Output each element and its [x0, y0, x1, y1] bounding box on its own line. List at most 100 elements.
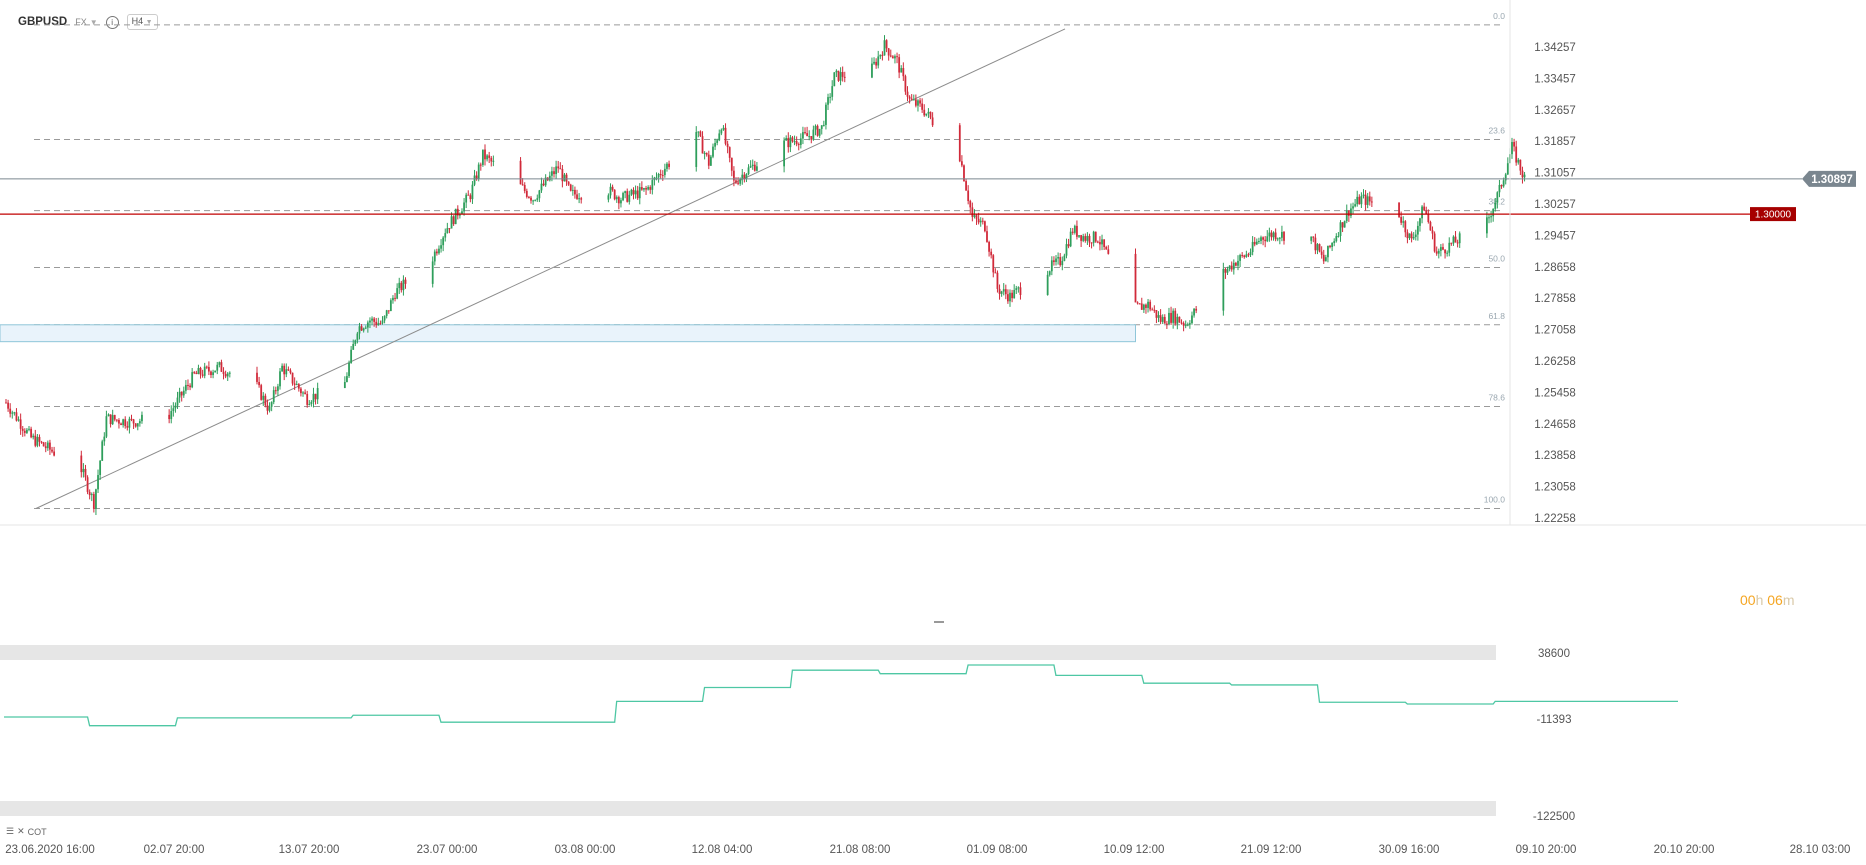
candle [797, 142, 800, 151]
candle-body [46, 442, 49, 449]
candle [207, 361, 210, 376]
candle [1494, 198, 1497, 212]
info-icon[interactable]: i [105, 15, 119, 29]
price-level-line[interactable]: 1.30000 [0, 207, 1796, 222]
candle [80, 450, 83, 478]
candle [1004, 284, 1007, 300]
candle [553, 167, 555, 178]
candle [214, 370, 217, 373]
candle-body [1343, 221, 1346, 228]
candle-body [701, 136, 704, 154]
candle-body [1329, 245, 1331, 248]
timeframe-select[interactable]: H4 ▼ [126, 14, 158, 30]
candle [1414, 229, 1417, 241]
candle [1337, 232, 1340, 238]
candle-body [1452, 236, 1455, 244]
candle-body [1456, 242, 1459, 244]
candle [881, 51, 884, 61]
time-tick-label: 03.08 00:00 [555, 844, 616, 856]
candle-body [1094, 231, 1097, 242]
panel-menu-icon[interactable]: ☰ [6, 826, 15, 836]
candle [615, 195, 618, 203]
close-icon[interactable]: ✕ [17, 826, 25, 836]
candle-body [530, 197, 532, 201]
candle-body [433, 251, 436, 262]
market-label[interactable]: FX [75, 17, 87, 27]
candle-body [927, 111, 930, 114]
candle [1165, 320, 1168, 329]
support-zone[interactable] [0, 324, 1136, 343]
candle [1450, 242, 1453, 246]
candle [841, 66, 844, 82]
cot-line[interactable] [4, 664, 1678, 727]
candle-body [649, 187, 652, 190]
candle-body [1433, 233, 1436, 252]
candle-body [99, 460, 102, 476]
candle [373, 317, 376, 327]
candle-body [1354, 204, 1357, 207]
trend-line-segment[interactable] [35, 28, 1066, 509]
candle-body [534, 199, 537, 201]
candle-body [82, 468, 85, 473]
candle-body [1088, 235, 1091, 243]
candle-body [1057, 257, 1060, 259]
candle [634, 185, 637, 199]
candle [218, 361, 221, 368]
time-axis[interactable]: 23.06.2020 16:00 02.07 20:00 13.07 20:00 23… [5, 844, 1850, 856]
candle [42, 441, 45, 447]
candle [362, 327, 365, 333]
candle [88, 489, 91, 500]
candle-body [1180, 322, 1183, 324]
candle [346, 372, 348, 383]
candle-body [1011, 292, 1013, 299]
candle-body [1151, 309, 1154, 311]
price-axis[interactable]: 1.34257 1.33457 1.32657 1.31857 1.31057 1.302… [0, 0, 1866, 526]
candle [703, 151, 706, 160]
candle-body [1427, 213, 1430, 222]
candle [530, 195, 532, 204]
candle-body [1312, 236, 1315, 238]
candle-body [220, 362, 223, 372]
candle [115, 419, 118, 423]
chevron-down-icon[interactable]: ▼ [89, 17, 98, 27]
candle [17, 416, 20, 422]
candle-body [212, 372, 214, 376]
candle [735, 177, 737, 185]
candle-body [914, 99, 917, 106]
candle-body [36, 436, 39, 446]
candle-body [1262, 237, 1264, 240]
candle [224, 370, 227, 379]
candle-body [1360, 195, 1363, 205]
candle [92, 491, 95, 513]
candle [1366, 192, 1369, 209]
support-zone-box[interactable] [0, 324, 1136, 343]
candle [210, 370, 212, 379]
candle [894, 54, 896, 64]
current-price-label: 1.30897 [1811, 174, 1853, 186]
candle [1370, 196, 1373, 207]
candle-body [7, 402, 9, 409]
candle-body [1134, 253, 1137, 303]
candle-body [969, 201, 972, 208]
candle [178, 387, 181, 403]
trend-line[interactable] [35, 28, 1066, 509]
candle-body [1086, 235, 1089, 241]
candle [40, 440, 43, 444]
cot-indicator-panel[interactable]: 38600 -11393 -122500 [0, 645, 1678, 823]
candle [404, 277, 407, 289]
candle-body [986, 231, 988, 242]
chevron-down-icon: ▼ [145, 19, 153, 26]
candle-body [733, 170, 735, 181]
candle [95, 488, 97, 516]
candle [279, 368, 281, 390]
candle [749, 160, 752, 168]
candle-body [19, 419, 22, 429]
candle [132, 418, 135, 430]
candle-body [490, 157, 493, 162]
candle-body [1496, 192, 1499, 203]
candle [1339, 220, 1342, 242]
candle [205, 365, 208, 370]
candle-body [563, 174, 566, 182]
